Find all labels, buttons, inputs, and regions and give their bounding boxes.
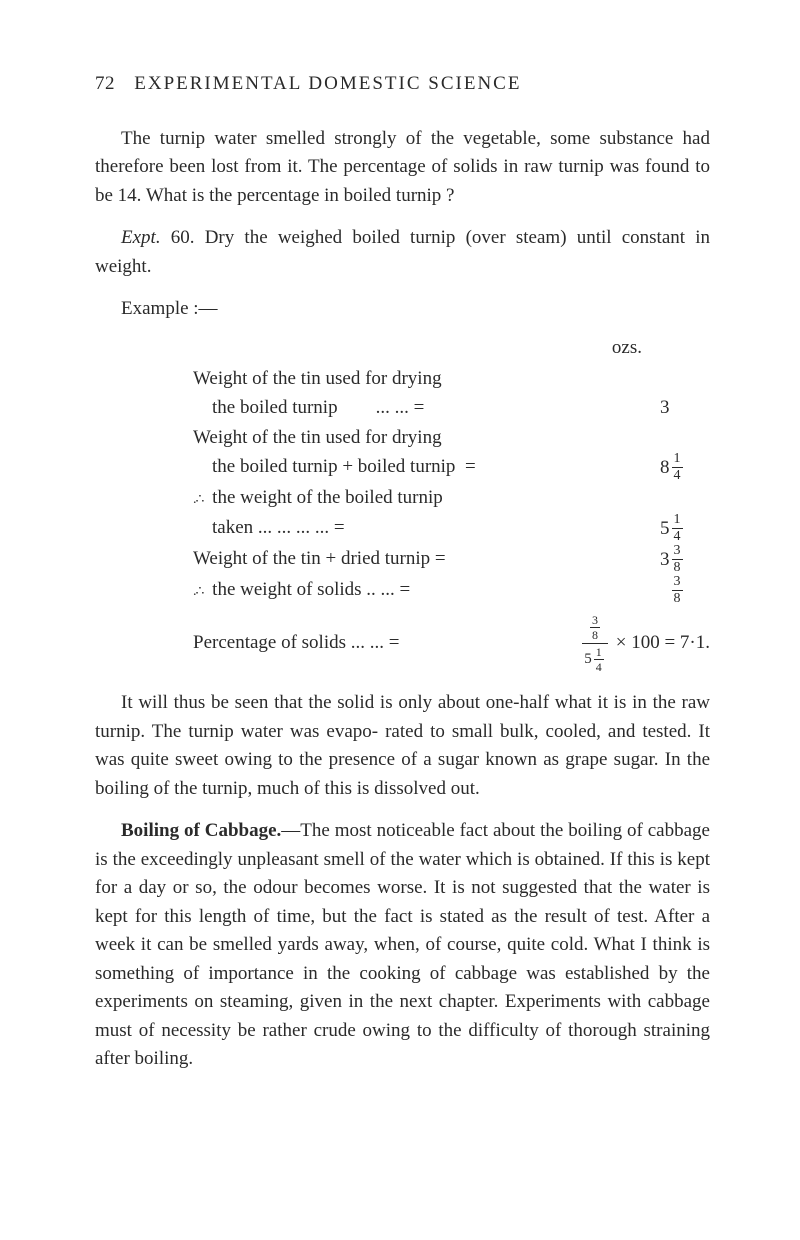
calc-label: the weight of solids .. ... = xyxy=(193,575,660,604)
header-title: EXPERIMENTAL DOMESTIC SCIENCE xyxy=(134,73,521,94)
calc-label: Weight of the tin used for drying xyxy=(193,364,710,393)
page-header: 72 EXPERIMENTAL DOMESTIC SCIENCE xyxy=(95,70,710,99)
calc-label: the weight of the boiled turnip xyxy=(193,483,710,512)
calc-row-1a: Weight of the tin used for drying xyxy=(193,364,710,393)
fraction: 14 xyxy=(672,513,683,544)
calc-row-3b: taken ... ... ... ... = 514 xyxy=(193,513,710,544)
calc-label: taken ... ... ... ... = xyxy=(193,513,660,542)
fraction: 38 xyxy=(590,614,600,641)
calc-label: the boiled turnip + boiled turnip = xyxy=(193,452,660,481)
calc-row-4: Weight of the tin + dried turnip = 338 xyxy=(193,544,710,575)
calc-row-3a: the weight of the boiled turnip xyxy=(193,483,710,512)
fraction: 14 xyxy=(672,452,683,483)
calc-final: × 100 = 7·1. xyxy=(610,628,710,657)
example-label: Example :— xyxy=(95,295,710,324)
fraction: 14 xyxy=(594,646,604,673)
calculation-block: ozs. Weight of the tin used for drying t… xyxy=(193,334,710,674)
ozs-label: ozs. xyxy=(193,334,710,363)
paragraph-2-text: 60. Dry the weighed boiled turnip (over … xyxy=(95,227,710,277)
big-fraction: 38 514 xyxy=(582,614,608,673)
paragraph-1: The turnip water smelled strongly of the… xyxy=(95,125,710,211)
calc-row-2a: Weight of the tin used for drying xyxy=(193,423,710,452)
calc-label: Percentage of solids ... ... = xyxy=(193,628,580,657)
paragraph-4: Boiling of Cabbage.—The most noticeable … xyxy=(95,817,710,1074)
fraction: 38 xyxy=(672,575,683,606)
calc-value: 3 xyxy=(660,393,710,422)
calc-value: 338 xyxy=(660,544,710,575)
calc-label: Weight of the tin + dried turnip = xyxy=(193,544,660,573)
expt-label: Expt. xyxy=(121,227,161,248)
page-number: 72 xyxy=(95,73,115,94)
calc-label: the boiled turnip ... ... = xyxy=(193,393,660,422)
calc-row-6: Percentage of solids ... ... = 38 514 × … xyxy=(193,614,710,673)
paragraph-3: It will thus be seen that the solid is o… xyxy=(95,689,710,803)
paragraph-4-text: —The most noticeable fact about the boil… xyxy=(95,820,710,1069)
paragraph-2: Expt. 60. Dry the weighed boiled turnip … xyxy=(95,224,710,281)
bold-heading: Boiling of Cabbage. xyxy=(121,820,281,841)
calc-row-1b: the boiled turnip ... ... = 3 xyxy=(193,393,710,422)
calc-row-2b: the boiled turnip + boiled turnip = 814 xyxy=(193,452,710,483)
calc-value: 514 xyxy=(660,513,710,544)
calc-value: 38 xyxy=(660,575,710,606)
calc-label: Weight of the tin used for drying xyxy=(193,423,710,452)
calc-value: 814 xyxy=(660,452,710,483)
calc-row-5: the weight of solids .. ... = 38 xyxy=(193,575,710,606)
fraction: 38 xyxy=(672,544,683,575)
calc-value: 38 514 xyxy=(580,614,610,673)
